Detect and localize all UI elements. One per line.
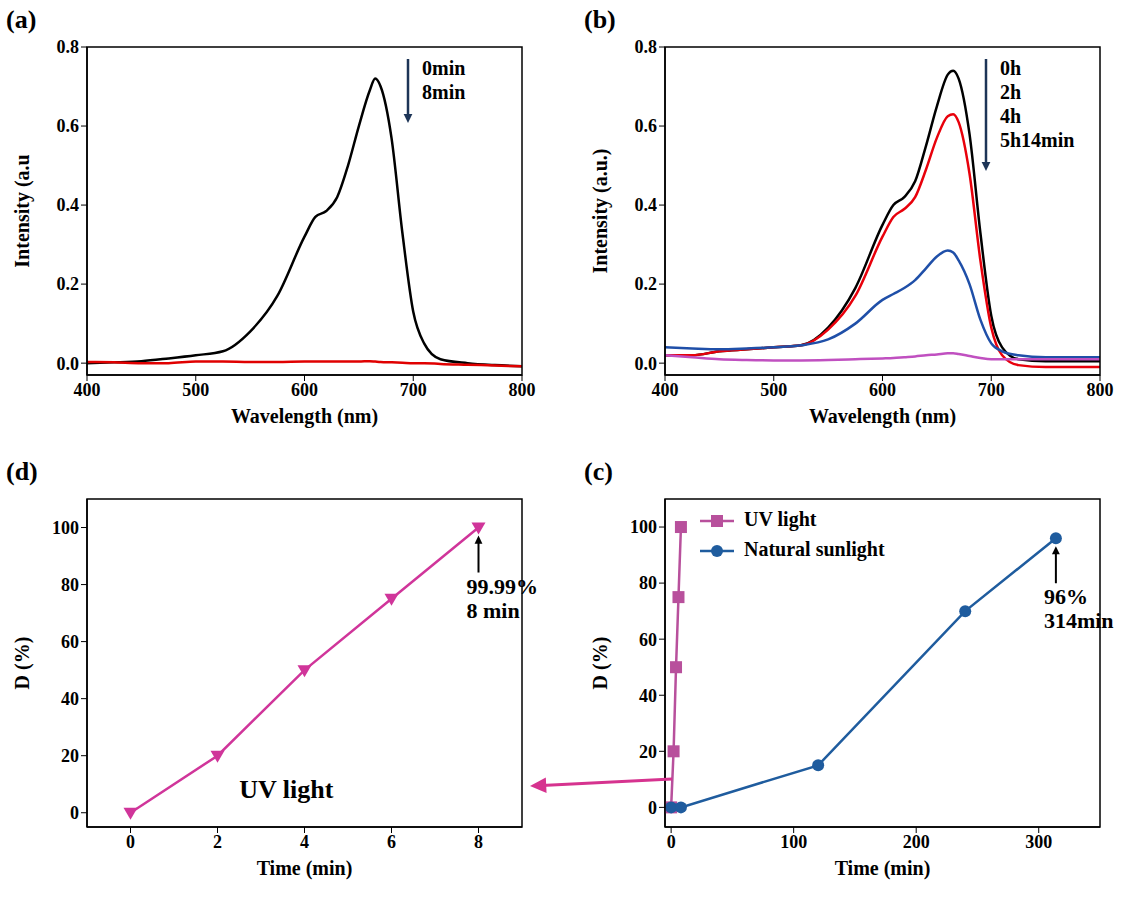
svg-text:8min: 8min — [422, 81, 465, 103]
svg-text:100: 100 — [52, 518, 79, 538]
svg-text:800: 800 — [1087, 380, 1114, 400]
svg-text:0h: 0h — [1000, 57, 1021, 79]
svg-text:60: 60 — [639, 630, 657, 650]
svg-text:400: 400 — [652, 380, 679, 400]
svg-text:0.2: 0.2 — [635, 274, 658, 294]
svg-text:80: 80 — [61, 575, 79, 595]
svg-text:500: 500 — [182, 380, 209, 400]
svg-text:(c): (c) — [584, 457, 613, 486]
svg-text:2: 2 — [213, 832, 222, 852]
svg-text:99.99%: 99.99% — [467, 574, 539, 599]
svg-text:(a): (a) — [6, 5, 36, 34]
svg-text:Intensity (a.u.): Intensity (a.u.) — [589, 148, 612, 273]
svg-text:80: 80 — [639, 573, 657, 593]
svg-text:0.0: 0.0 — [635, 354, 658, 374]
svg-text:UV light: UV light — [239, 775, 333, 804]
svg-text:0: 0 — [648, 798, 657, 818]
svg-text:4h: 4h — [1000, 105, 1021, 127]
svg-text:2h: 2h — [1000, 81, 1021, 103]
svg-text:Time (min): Time (min) — [835, 857, 931, 880]
svg-text:0.6: 0.6 — [57, 116, 80, 136]
svg-text:600: 600 — [291, 380, 318, 400]
svg-text:0: 0 — [70, 803, 79, 823]
svg-text:(b): (b) — [584, 5, 616, 34]
svg-text:700: 700 — [978, 380, 1005, 400]
svg-text:40: 40 — [639, 686, 657, 706]
svg-text:0: 0 — [126, 832, 135, 852]
svg-text:40: 40 — [61, 689, 79, 709]
svg-text:8: 8 — [474, 832, 483, 852]
svg-text:(d): (d) — [6, 457, 38, 486]
svg-text:0.6: 0.6 — [635, 116, 658, 136]
svg-text:60: 60 — [61, 632, 79, 652]
svg-text:Natural sunlight: Natural sunlight — [744, 538, 885, 561]
svg-text:0.0: 0.0 — [57, 354, 80, 374]
svg-text:100: 100 — [630, 517, 657, 537]
svg-text:0.8: 0.8 — [57, 37, 80, 57]
svg-text:0: 0 — [667, 832, 676, 852]
svg-text:Time (min): Time (min) — [257, 857, 353, 880]
svg-text:0.4: 0.4 — [635, 195, 658, 215]
svg-text:314min: 314min — [1044, 608, 1114, 633]
svg-text:0.4: 0.4 — [57, 195, 80, 215]
svg-text:4: 4 — [300, 832, 309, 852]
svg-text:0.8: 0.8 — [635, 37, 658, 57]
svg-text:0min: 0min — [422, 57, 465, 79]
svg-text:300: 300 — [1025, 832, 1052, 852]
svg-text:100: 100 — [780, 832, 807, 852]
svg-text:UV light: UV light — [744, 508, 817, 531]
svg-text:6: 6 — [387, 832, 396, 852]
svg-text:20: 20 — [61, 746, 79, 766]
svg-text:400: 400 — [74, 380, 101, 400]
svg-text:Wavelength (nm): Wavelength (nm) — [231, 405, 378, 428]
svg-text:Wavelength (nm): Wavelength (nm) — [809, 405, 956, 428]
svg-text:0.2: 0.2 — [57, 274, 80, 294]
svg-text:D (%): D (%) — [589, 637, 612, 690]
svg-text:Intensity (a.u: Intensity (a.u — [11, 154, 34, 267]
svg-text:D (%): D (%) — [11, 637, 34, 690]
svg-text:600: 600 — [869, 380, 896, 400]
svg-text:20: 20 — [639, 742, 657, 762]
svg-text:96%: 96% — [1044, 584, 1088, 609]
svg-text:8 min: 8 min — [467, 598, 520, 623]
svg-text:5h14min: 5h14min — [1000, 129, 1074, 151]
svg-text:700: 700 — [400, 380, 427, 400]
svg-text:200: 200 — [903, 832, 930, 852]
svg-text:800: 800 — [509, 380, 536, 400]
svg-text:500: 500 — [760, 380, 787, 400]
